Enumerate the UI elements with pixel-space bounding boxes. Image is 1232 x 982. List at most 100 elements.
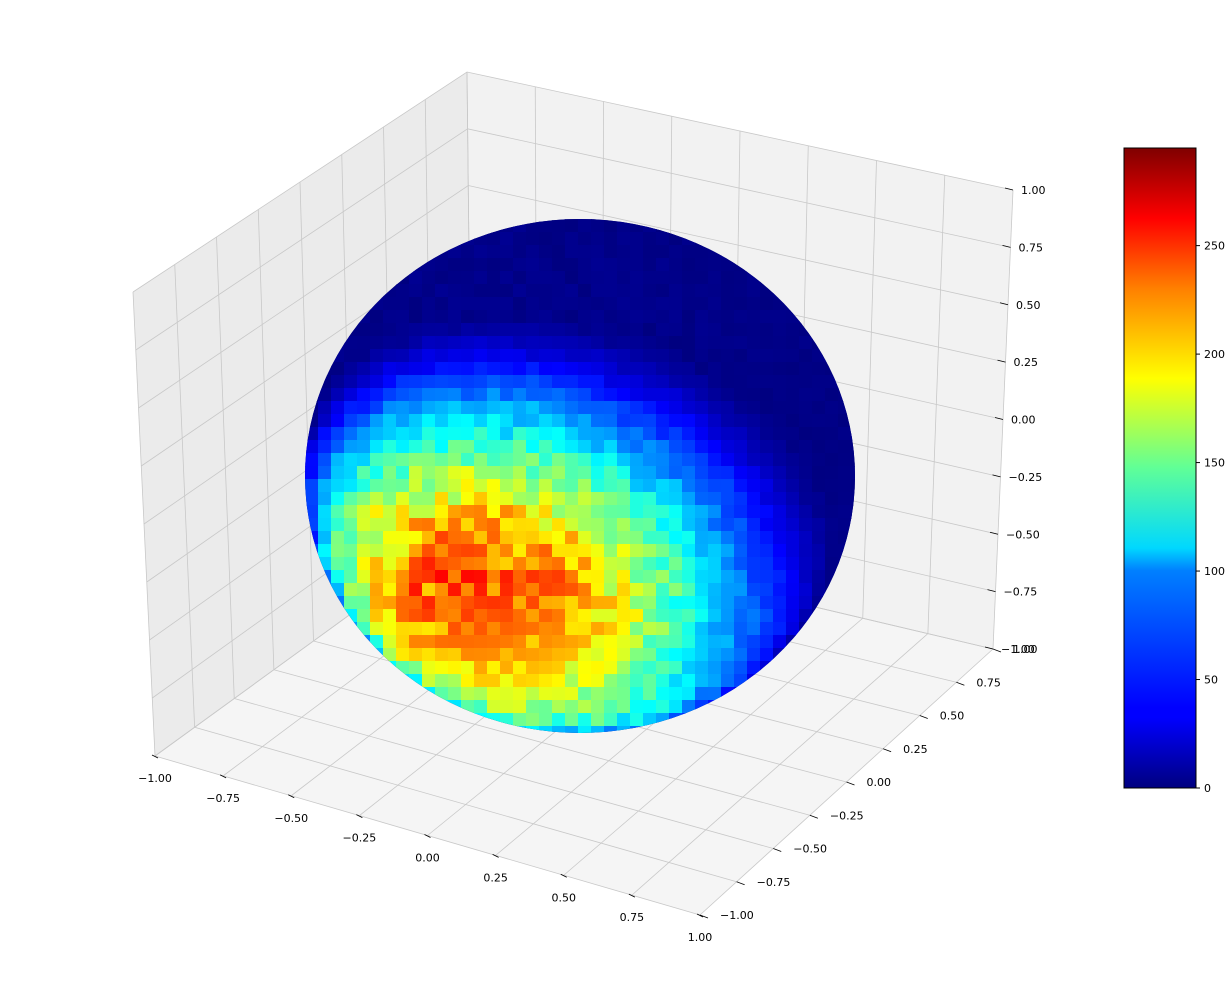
surface-patch (526, 674, 540, 688)
surface-patch (617, 505, 631, 519)
surface-patch (669, 583, 683, 597)
surface-patch (799, 414, 813, 428)
surface-patch (773, 635, 787, 649)
surface-patch (552, 570, 566, 584)
surface-patch (383, 427, 397, 441)
surface-patch (422, 362, 436, 376)
surface-patch (448, 466, 462, 480)
surface-patch (396, 401, 410, 415)
surface-patch (734, 401, 748, 415)
surface-patch (760, 414, 774, 428)
y-tick-mark (882, 748, 892, 753)
surface-patch (539, 245, 553, 259)
surface-patch (617, 583, 631, 597)
surface-patch (682, 427, 696, 441)
surface-patch (500, 596, 514, 610)
surface-patch (370, 622, 384, 636)
surface-patch (474, 440, 488, 454)
surface-patch (357, 349, 371, 363)
surface-patch (526, 661, 540, 675)
surface-patch (643, 713, 657, 727)
surface-patch (734, 427, 748, 441)
surface-patch (708, 479, 722, 493)
surface-patch (747, 505, 761, 519)
surface-patch (552, 557, 566, 571)
surface-patch (383, 648, 397, 662)
surface-patch (799, 479, 813, 493)
surface-patch (734, 531, 748, 545)
surface-patch (500, 284, 514, 298)
surface-patch (591, 583, 605, 597)
surface-patch (695, 245, 709, 259)
surface-patch (708, 674, 722, 688)
surface-patch (578, 284, 592, 298)
surface-patch (630, 557, 644, 571)
surface-patch (435, 674, 449, 688)
surface-patch (318, 440, 332, 454)
surface-patch (526, 479, 540, 493)
x-tick-mark (696, 913, 704, 918)
surface-patch (513, 401, 527, 415)
surface-patch (747, 583, 761, 597)
surface-patch (656, 414, 670, 428)
surface-patch (474, 479, 488, 493)
y-tick-mark (919, 715, 928, 719)
surface-patch (539, 531, 553, 545)
surface-patch (604, 700, 618, 714)
surface-patch (773, 609, 787, 623)
surface-patch (682, 700, 696, 714)
surface-patch (552, 336, 566, 350)
surface-patch (591, 713, 605, 727)
surface-patch (396, 518, 410, 532)
surface-patch (838, 440, 852, 454)
surface-patch (604, 583, 618, 597)
surface-patch (370, 596, 384, 610)
surface-patch (513, 596, 527, 610)
grid-line-floor-y (273, 669, 810, 816)
surface-patch (747, 609, 761, 623)
surface-patch (656, 596, 670, 610)
y-tick-label: −0.75 (757, 876, 791, 889)
surface-patch (565, 622, 579, 636)
surface-patch (383, 479, 397, 493)
surface-patch (773, 453, 787, 467)
surface-patch (474, 375, 488, 389)
surface-patch (578, 336, 592, 350)
surface-patch (318, 518, 332, 532)
surface-patch (448, 648, 462, 662)
surface-patch (708, 453, 722, 467)
surface-patch (682, 570, 696, 584)
surface-patch (422, 375, 436, 389)
surface-patch (422, 492, 436, 506)
surface-patch (513, 258, 527, 272)
surface-patch (630, 700, 644, 714)
surface-patch (734, 414, 748, 428)
surface-patch (656, 492, 670, 506)
surface-patch (786, 622, 800, 636)
surface-patch (708, 284, 722, 298)
surface-patch (786, 596, 800, 610)
surface-patch (630, 349, 644, 363)
surface-patch (656, 401, 670, 415)
grid-line-horizontal-z (135, 128, 1011, 351)
surface-patch (643, 557, 657, 571)
surface-patch (695, 596, 709, 610)
surface-patch (682, 323, 696, 337)
surface-patch (435, 648, 449, 662)
surface-patch (604, 375, 618, 389)
surface-patch (474, 453, 488, 467)
surface-patch (773, 596, 787, 610)
surface-patch (474, 557, 488, 571)
surface-patch (708, 583, 722, 597)
surface-patch (565, 349, 579, 363)
surface-patch (604, 245, 618, 259)
surface-patch (396, 531, 410, 545)
surface-patch (422, 479, 436, 493)
surface-patch (630, 544, 644, 558)
surface-patch (630, 323, 644, 337)
surface-patch (604, 687, 618, 701)
surface-patch (682, 310, 696, 324)
surface-patch (370, 310, 384, 324)
surface-patch (409, 518, 423, 532)
surface-patch (630, 596, 644, 610)
